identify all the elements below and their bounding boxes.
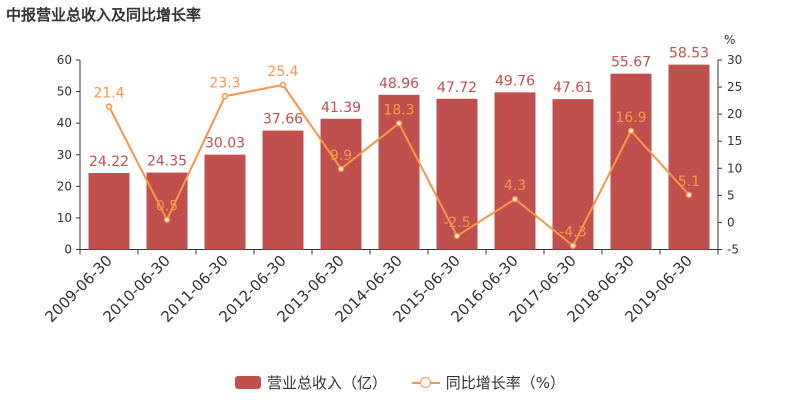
revenue-bar-label: 30.03 <box>205 136 245 152</box>
revenue-bar <box>436 98 478 250</box>
growth-point <box>627 127 635 135</box>
left-tick-label: 60 <box>57 53 72 67</box>
left-tick-label: 20 <box>57 179 72 193</box>
right-tick-label: 25 <box>727 80 742 94</box>
right-tick-label: -5 <box>727 243 739 257</box>
growth-point-label: -2.5 <box>443 215 470 231</box>
right-tick-label: 15 <box>727 134 742 148</box>
growth-point-label: 21.4 <box>93 86 124 102</box>
revenue-bar <box>494 92 536 250</box>
growth-point <box>453 232 461 240</box>
left-tick-label: 30 <box>57 148 72 162</box>
growth-point-label: -4.3 <box>559 225 586 241</box>
legend-bar-swatch <box>234 376 261 389</box>
left-tick-label: 50 <box>57 85 72 99</box>
chart-title: 中报营业总收入及同比增长率 <box>6 6 202 24</box>
revenue-bar-label: 37.66 <box>263 112 303 128</box>
left-tick-label: 0 <box>64 243 72 257</box>
growth-line <box>105 81 693 249</box>
growth-point-label: 18.3 <box>383 102 414 118</box>
growth-point-label: 16.9 <box>615 110 646 126</box>
revenue-bar <box>262 130 304 250</box>
revenue-bar <box>146 172 188 250</box>
right-tick-label: 20 <box>727 107 742 121</box>
legend-item-revenue[interactable]: 营业总收入（亿） <box>234 372 387 393</box>
revenue-bar-label: 55.67 <box>611 55 651 71</box>
revenue-bar <box>552 99 594 250</box>
growth-point-label: 0.5 <box>156 199 178 215</box>
revenue-bar-label: 47.61 <box>553 80 593 96</box>
legend-label-revenue: 营业总收入（亿） <box>266 374 387 392</box>
growth-point <box>395 120 403 127</box>
revenue-bar <box>320 118 362 250</box>
bars <box>88 64 710 250</box>
revenue-bar-label: 47.72 <box>437 80 477 96</box>
growth-point <box>685 191 693 199</box>
right-tick-label: 0 <box>727 215 735 229</box>
growth-point-label: 4.3 <box>504 178 526 194</box>
growth-point <box>105 103 113 110</box>
growth-point <box>511 195 519 203</box>
revenue-bar <box>610 73 652 250</box>
right-tick-label: 30 <box>727 53 742 67</box>
left-tick-label: 10 <box>57 211 72 225</box>
growth-point <box>221 93 229 100</box>
revenue-bar-label: 48.96 <box>379 76 419 92</box>
legend-item-growth[interactable]: 同比增长率（%） <box>411 372 566 393</box>
legend: 营业总收入（亿） 同比增长率（%） <box>0 372 800 393</box>
growth-point <box>279 81 287 89</box>
growth-point <box>163 216 171 223</box>
revenue-bar-label: 24.22 <box>89 154 129 170</box>
legend-line-swatch <box>411 376 440 389</box>
growth-point-label: 9.9 <box>330 148 352 164</box>
growth-point-label: 25.4 <box>267 64 298 80</box>
growth-point <box>569 242 577 249</box>
left-tick-label: 40 <box>57 116 72 130</box>
growth-point-label: 23.3 <box>209 75 240 91</box>
growth-point <box>337 165 345 173</box>
right-tick-label: 10 <box>727 161 742 175</box>
growth-point-label: 5.1 <box>678 174 700 190</box>
revenue-bar-label: 58.53 <box>669 46 709 62</box>
revenue-bar-label: 41.39 <box>321 100 361 116</box>
revenue-bar-label: 24.35 <box>147 154 187 170</box>
revenue-bar-label: 49.76 <box>495 73 535 89</box>
data-labels: 24.22 24.35 30.03 37.66 41.39 48.96 47.72 49.76… <box>89 46 709 241</box>
revenue-bar <box>668 64 710 250</box>
right-tick-label: 5 <box>727 188 735 202</box>
right-axis-unit: % <box>724 33 735 47</box>
revenue-bar <box>88 173 130 250</box>
revenue-bar <box>204 154 246 250</box>
legend-label-growth: 同比增长率（%） <box>445 374 566 392</box>
